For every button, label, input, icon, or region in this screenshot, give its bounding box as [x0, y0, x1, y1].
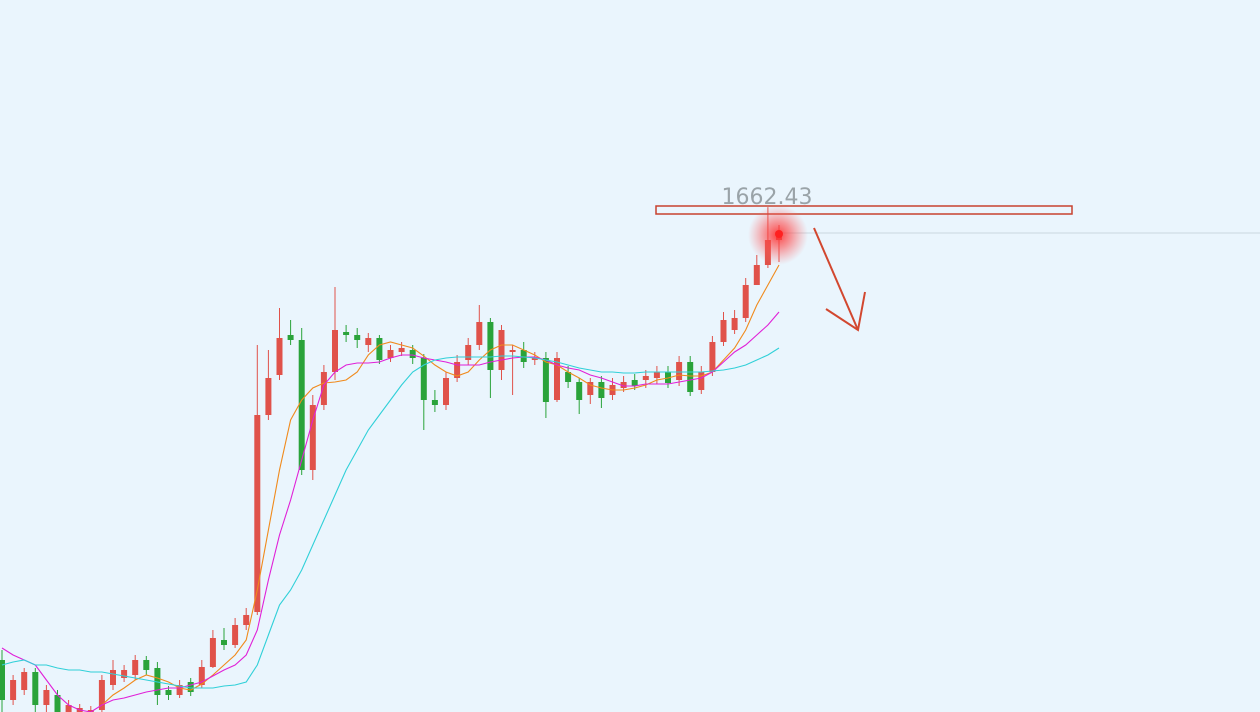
candle-body	[221, 640, 227, 645]
candle-body	[65, 705, 72, 712]
candle-body	[87, 710, 94, 712]
moving-average-line	[1, 347, 780, 689]
candle-body	[198, 667, 205, 685]
candle-body	[265, 378, 272, 415]
candle-body	[542, 358, 549, 402]
candle-body	[598, 382, 605, 398]
candle-body	[631, 380, 638, 386]
candle-body	[753, 265, 760, 285]
candle-body	[276, 338, 283, 375]
candle-body	[287, 335, 294, 340]
candle-body	[676, 362, 683, 380]
candle-body	[554, 358, 560, 400]
candle-body	[332, 330, 338, 372]
candle-body	[443, 378, 449, 405]
highlight-dot	[775, 230, 783, 238]
candle-body	[387, 350, 394, 358]
candle-body	[653, 372, 660, 378]
candle-body	[187, 682, 194, 692]
candle-body	[709, 342, 716, 372]
candle-body	[21, 672, 28, 690]
plot-area	[0, 207, 782, 712]
candle-body	[431, 400, 438, 405]
candle-body	[143, 660, 150, 670]
candle-body	[0, 660, 5, 700]
candle-body	[43, 690, 50, 705]
candle-body	[731, 318, 738, 330]
candle-body	[509, 350, 516, 352]
candle-body	[209, 638, 216, 667]
candle-body	[620, 382, 627, 388]
moving-average-line	[101, 264, 780, 706]
candle-body	[32, 672, 39, 705]
candle-body	[376, 338, 383, 360]
candle-body	[354, 335, 361, 340]
candle-body	[520, 350, 527, 362]
candle-body	[54, 695, 61, 712]
candle-body	[98, 680, 105, 710]
candle-body	[409, 350, 416, 358]
candle-body	[498, 330, 505, 370]
candle-body	[565, 372, 572, 382]
candle-body	[243, 615, 250, 625]
candle-body	[309, 405, 316, 470]
candle-body	[587, 382, 594, 395]
candle-body	[420, 358, 427, 400]
candle-body	[454, 362, 461, 378]
candle-body	[742, 285, 749, 318]
candle-body	[687, 362, 694, 392]
price-annotation: 1662.43	[722, 185, 813, 210]
candle-body	[298, 340, 305, 470]
candle-body	[531, 358, 538, 360]
candle-body	[576, 382, 583, 400]
candle-body	[398, 348, 405, 352]
candle-body	[720, 320, 727, 342]
candle-body	[132, 660, 139, 675]
candle-body	[642, 376, 649, 380]
moving-average-line	[1, 311, 780, 712]
candle-body	[121, 670, 128, 678]
candle-body	[232, 625, 239, 645]
candle-body	[476, 322, 483, 345]
candle-body	[465, 345, 472, 360]
candle-body	[320, 372, 327, 405]
candle-body	[487, 322, 494, 370]
candle-body	[10, 680, 17, 700]
down-arrow	[813, 227, 866, 332]
candle-body	[254, 415, 261, 612]
candle-body	[176, 685, 183, 695]
resistance-box	[655, 205, 1073, 215]
candle-body	[343, 332, 350, 335]
candle-body	[365, 338, 372, 345]
candle-body	[698, 372, 705, 390]
candle-body	[165, 690, 172, 695]
candle-body	[110, 670, 116, 685]
